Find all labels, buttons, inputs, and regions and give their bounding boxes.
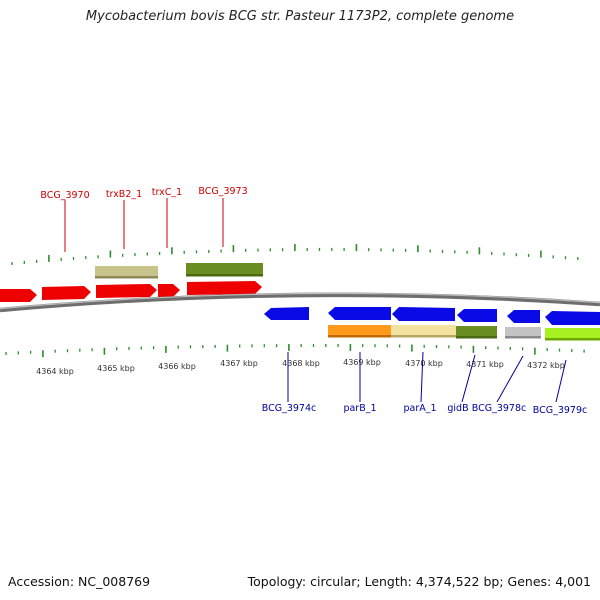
scale-labels: 4364 kbp 4365 kbp 4366 kbp 4367 kbp 4368… xyxy=(36,358,565,376)
gene-trxb2[interactable] xyxy=(96,284,157,298)
gene-bcg3978c[interactable] xyxy=(507,310,540,323)
label-trxb2[interactable]: trxB2_1 xyxy=(106,189,142,200)
label-bcg3970[interactable]: BCG_3970 xyxy=(40,190,89,201)
scale-label-4367: 4367 kbp xyxy=(220,359,258,368)
label-bcg3973[interactable]: BCG_3973 xyxy=(198,186,247,197)
gidb-cog-bar xyxy=(456,326,497,338)
forward-label-leaders xyxy=(64,198,224,252)
gene-bcg3970[interactable] xyxy=(42,286,91,300)
label-gidb[interactable]: gidB xyxy=(447,403,468,414)
label-bcg3974c[interactable]: BCG_3974c xyxy=(262,403,317,414)
parb-cog-bar xyxy=(328,325,391,337)
accession-text: Accession: NC_008769 xyxy=(8,574,151,589)
label-bcg3978c[interactable]: BCG_3978c xyxy=(472,403,527,414)
forward-gene-labels: BCG_3970 trxB2_1 trxC_1 BCG_3973 xyxy=(40,186,247,201)
reverse-gene-labels: BCG_3974c parB_1 parA_1 gidB BCG_3978c B… xyxy=(262,403,588,416)
scale-label-4368: 4368 kbp xyxy=(282,359,320,368)
gene-trxc[interactable] xyxy=(158,284,180,297)
bcg3979c-cog-bar xyxy=(545,328,600,340)
gene-bcg3973[interactable] xyxy=(187,281,262,295)
scale-label-4370: 4370 kbp xyxy=(405,359,443,368)
scale-label-4366: 4366 kbp xyxy=(158,362,196,371)
label-trxc[interactable]: trxC_1 xyxy=(152,187,182,198)
reverse-cog-features xyxy=(328,325,600,341)
bcg3978c-cog-bar xyxy=(505,327,541,338)
label-bcg3979c[interactable]: BCG_3979c xyxy=(533,405,588,416)
gene-bcg3979c[interactable] xyxy=(545,311,600,325)
inner-tick-ruler xyxy=(5,344,585,358)
gene-para[interactable] xyxy=(392,307,455,321)
label-parb[interactable]: parB_1 xyxy=(343,403,376,414)
genome-backbone xyxy=(0,292,600,313)
gene-gidb[interactable] xyxy=(457,309,497,322)
scale-label-4372: 4372 kbp xyxy=(527,361,565,370)
trxB2-cog-bar xyxy=(95,266,158,278)
topology-text: Topology: circular; Length: 4,374,522 bp… xyxy=(247,574,591,589)
map-title: Mycobacterium bovis BCG str. Pasteur 117… xyxy=(85,9,515,24)
scale-label-4371: 4371 kbp xyxy=(466,360,504,369)
gene-bcg3969[interactable] xyxy=(0,289,37,302)
gene-bcg3974c[interactable] xyxy=(264,307,309,320)
label-para[interactable]: parA_1 xyxy=(403,403,436,414)
reverse-strand-genes xyxy=(264,307,600,325)
outer-tick-ruler xyxy=(11,244,579,265)
para-cog-bar xyxy=(391,325,456,337)
gene-parb[interactable] xyxy=(328,307,391,320)
reverse-label-leaders xyxy=(287,351,567,403)
forward-strand-genes xyxy=(0,281,262,302)
scale-label-4364: 4364 kbp xyxy=(36,367,74,376)
forward-cog-features xyxy=(95,263,263,279)
bcg3973-cog-bar xyxy=(186,263,263,276)
scale-label-4369: 4369 kbp xyxy=(343,358,381,367)
scale-label-4365: 4365 kbp xyxy=(97,364,135,373)
